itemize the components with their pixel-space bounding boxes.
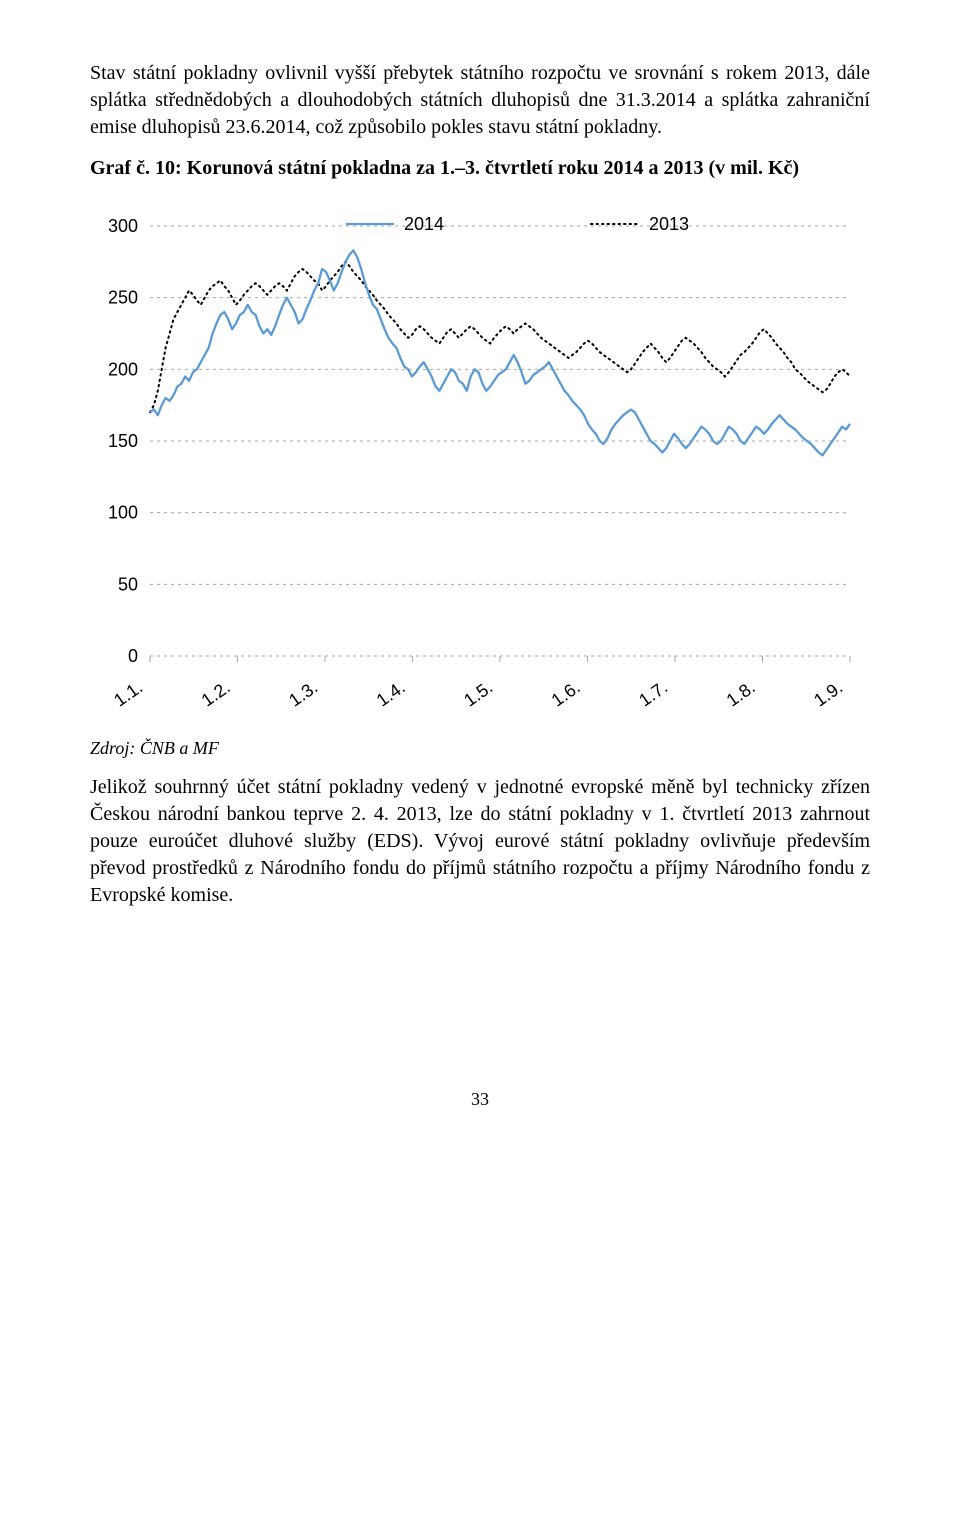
chart-container: 0 50 100 150 200 250 300 1.1. 1.2. 1.3. 1.4. 1.5. 1.… bbox=[90, 206, 870, 726]
svg-text:100: 100 bbox=[108, 503, 138, 523]
svg-text:1.3.: 1.3. bbox=[285, 677, 321, 711]
svg-text:1.8.: 1.8. bbox=[723, 677, 759, 711]
svg-text:1.9.: 1.9. bbox=[810, 677, 846, 711]
svg-text:200: 200 bbox=[108, 359, 138, 379]
svg-text:1.2.: 1.2. bbox=[198, 677, 234, 711]
page-number: 33 bbox=[90, 1089, 870, 1110]
svg-text:1.6.: 1.6. bbox=[548, 677, 584, 711]
svg-text:250: 250 bbox=[108, 288, 138, 308]
svg-text:0: 0 bbox=[128, 646, 138, 666]
svg-text:1.7.: 1.7. bbox=[635, 677, 671, 711]
svg-text:50: 50 bbox=[118, 574, 138, 594]
svg-text:2014: 2014 bbox=[404, 214, 444, 234]
chart-source: Zdroj: ČNB a MF bbox=[90, 736, 870, 760]
paragraph-2: Jelikož souhrnný účet státní pokladny ve… bbox=[90, 774, 870, 909]
svg-text:1.5.: 1.5. bbox=[460, 677, 496, 711]
svg-text:1.1.: 1.1. bbox=[110, 677, 146, 711]
chart-title: Graf č. 10: Korunová státní pokladna za … bbox=[90, 155, 870, 182]
paragraph-1: Stav státní pokladny ovlivnil vyšší přeb… bbox=[90, 60, 870, 141]
svg-text:1.4.: 1.4. bbox=[373, 677, 409, 711]
svg-text:300: 300 bbox=[108, 216, 138, 236]
svg-text:2013: 2013 bbox=[649, 214, 689, 234]
svg-text:150: 150 bbox=[108, 431, 138, 451]
line-chart: 0 50 100 150 200 250 300 1.1. 1.2. 1.3. 1.4. 1.5. 1.… bbox=[90, 206, 870, 726]
